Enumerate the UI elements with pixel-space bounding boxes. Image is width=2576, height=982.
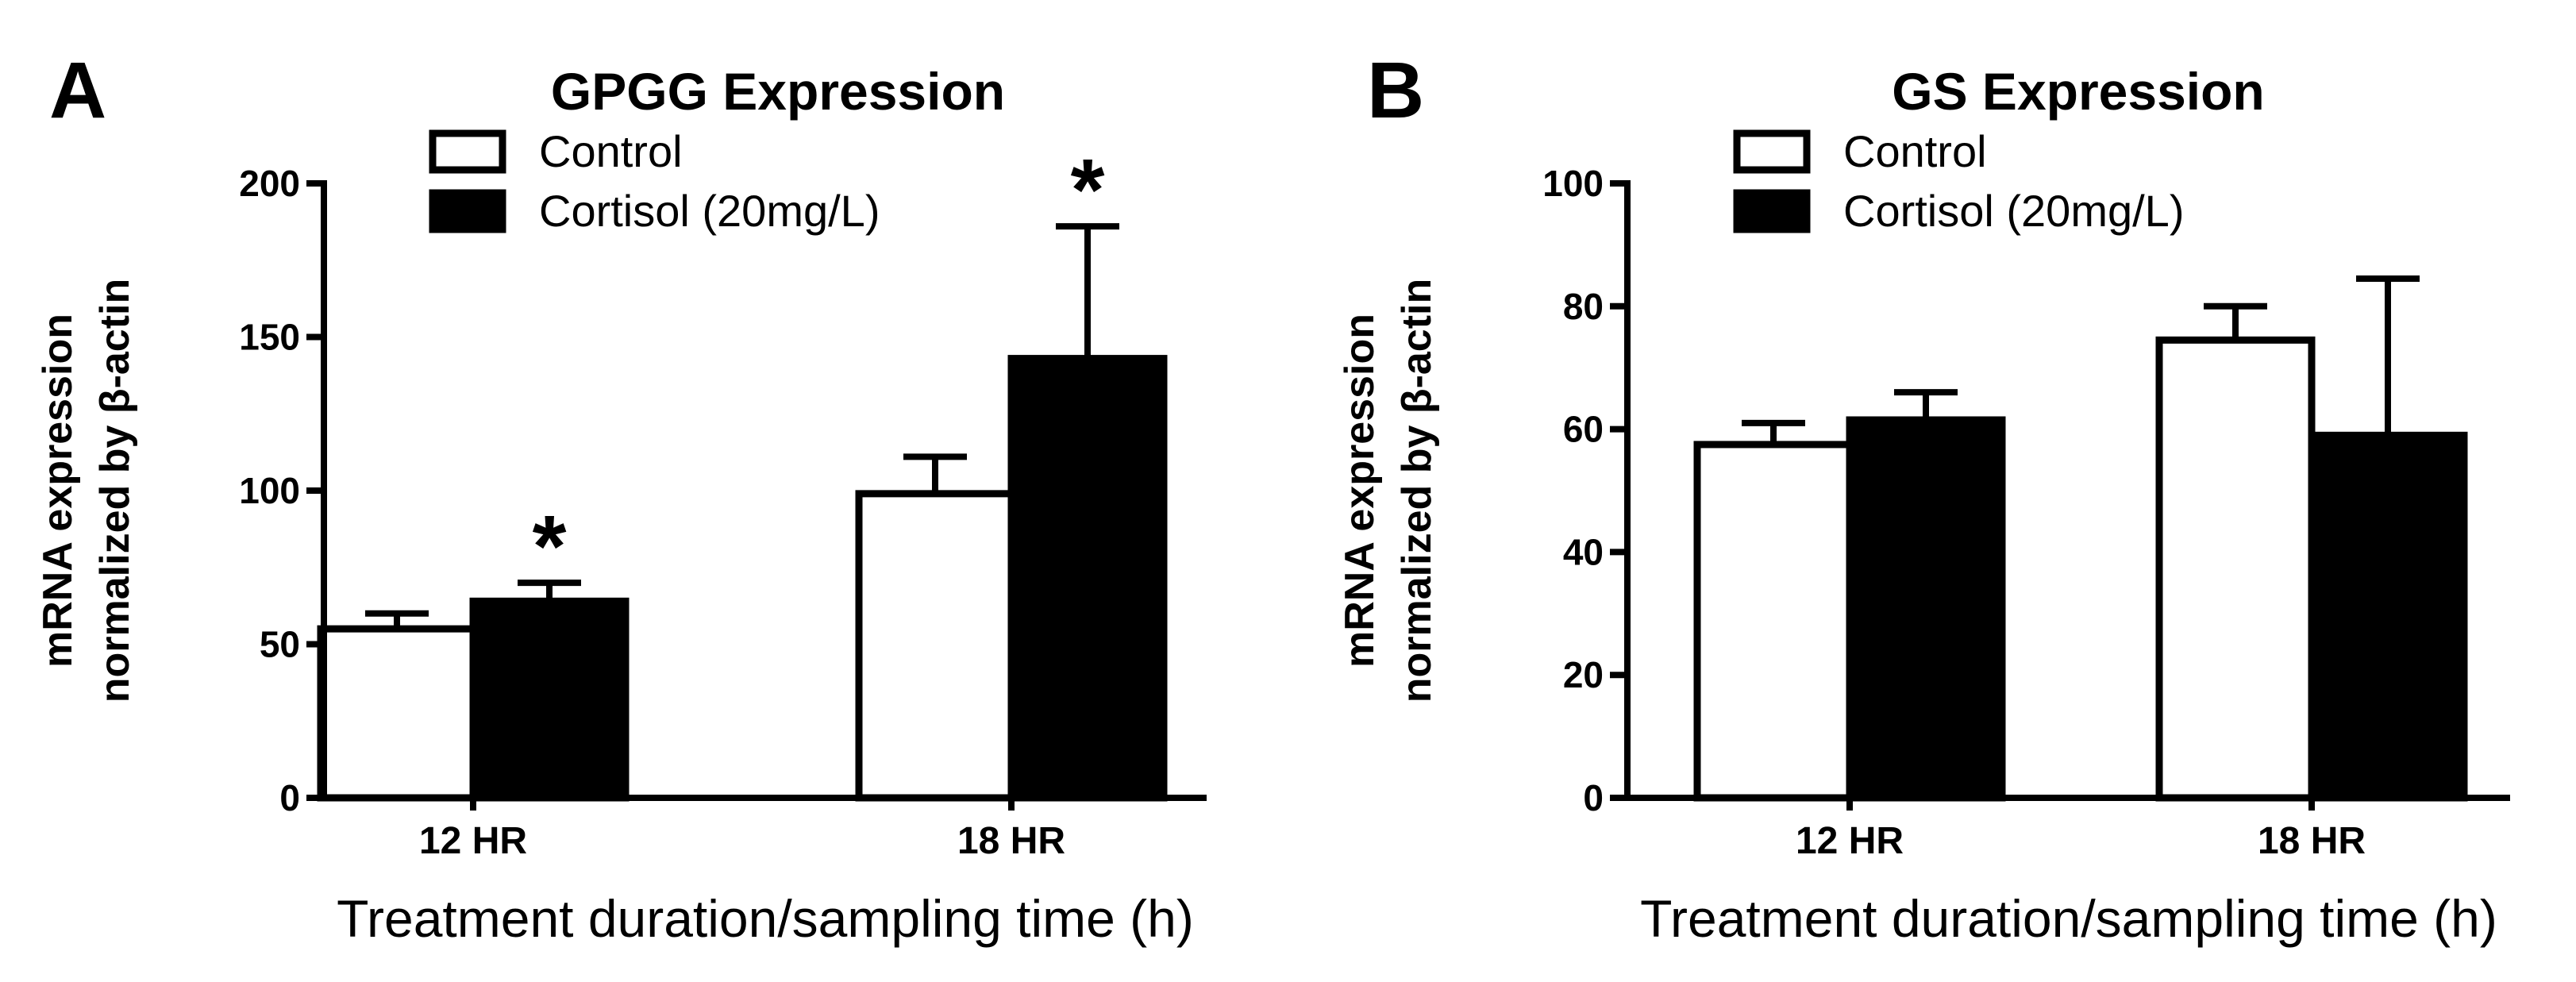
y-tick-label: 20 — [1563, 654, 1604, 695]
legend-swatch-cortisol — [1733, 189, 1811, 233]
legend-swatch-control — [1733, 129, 1811, 174]
legend-swatch-cortisol — [429, 189, 506, 233]
y-tick-label: 80 — [1563, 286, 1604, 327]
x-axis-label: Treatment duration/sampling time (h) — [337, 889, 1194, 948]
legend-label-control: Control — [539, 126, 683, 176]
bar-cortisol-12-hr — [1846, 416, 2006, 802]
legend-label-cortisol: Cortisol (20mg/L) — [539, 186, 880, 236]
x-axis-label: Treatment duration/sampling time (h) — [1640, 889, 2497, 948]
legend-label-cortisol: Cortisol (20mg/L) — [1843, 186, 2184, 236]
y-tick-label: 60 — [1563, 409, 1604, 450]
y-axis-label-line-1: mRNA expression — [35, 314, 81, 668]
chart-title: GS Expression — [1892, 62, 2265, 121]
bar-cortisol-18-hr — [1007, 355, 1168, 802]
bar-control-18-hr — [855, 490, 1015, 802]
bar-control-12-hr — [317, 625, 477, 802]
y-tick-label: 200 — [239, 163, 300, 204]
bar-control-18-hr — [2155, 336, 2316, 802]
significance-marker-cortisol-12-hr: * — [533, 498, 567, 595]
y-tick-label: 150 — [239, 317, 300, 358]
x-tick-label: 18 HR — [2258, 820, 2366, 862]
x-tick-label: 18 HR — [957, 820, 1065, 862]
y-axis-label-line-2: normalized by β-actin — [92, 279, 138, 703]
y-tick-label: 100 — [239, 470, 300, 511]
panel-label: B — [1367, 46, 1424, 135]
y-tick-label: 50 — [260, 624, 300, 665]
legend-label-control: Control — [1843, 126, 1987, 176]
y-tick-label: 40 — [1563, 531, 1604, 572]
x-tick-label: 12 HR — [419, 820, 527, 862]
y-tick-label: 100 — [1542, 163, 1604, 204]
bar-cortisol-12-hr — [469, 597, 630, 802]
y-axis-label-line-1: mRNA expression — [1337, 314, 1383, 668]
legend-swatch-control — [429, 129, 506, 174]
significance-marker-cortisol-18-hr: * — [1071, 141, 1105, 239]
bar-cortisol-18-hr — [2308, 431, 2468, 802]
y-axis-label-line-2: normalized by β-actin — [1394, 279, 1440, 703]
y-tick-label: 0 — [1583, 777, 1604, 818]
x-tick-label: 12 HR — [1796, 820, 1904, 862]
chart-title: GPGG Expression — [551, 62, 1005, 121]
panel-label: A — [49, 46, 106, 135]
y-tick-label: 0 — [279, 777, 300, 818]
bar-control-12-hr — [1693, 441, 1854, 802]
